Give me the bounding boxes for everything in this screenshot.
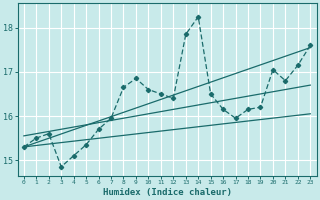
X-axis label: Humidex (Indice chaleur): Humidex (Indice chaleur): [103, 188, 232, 197]
